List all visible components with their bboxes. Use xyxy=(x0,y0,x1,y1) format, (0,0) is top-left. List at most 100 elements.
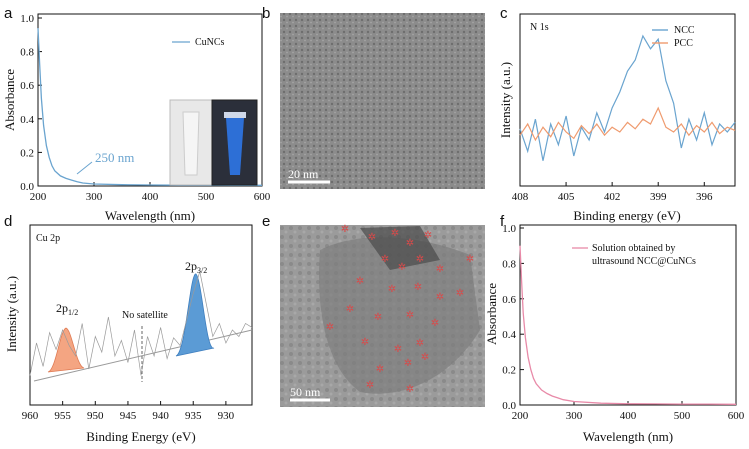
panel-d-xtick-label: 935 xyxy=(185,410,202,422)
panel-a-xtick-label: 200 xyxy=(30,191,47,203)
panel-d-xtick-label: 940 xyxy=(152,410,169,422)
panel-a-ytick-label: 0.6 xyxy=(20,80,34,92)
panel-c-frame xyxy=(519,13,736,187)
panel-c-series-pcc xyxy=(519,106,736,142)
panel-d-xtick-label: 930 xyxy=(218,410,235,422)
particle-marker: ✲ xyxy=(368,232,376,243)
particle-marker: ✲ xyxy=(374,312,382,323)
vial-daylight-shape xyxy=(182,111,200,176)
panel-label-a: a xyxy=(4,5,13,22)
particle-marker: ✲ xyxy=(346,304,354,315)
particle-marker: ✲ xyxy=(366,380,374,391)
panel-f-ytick-label: 0.4 xyxy=(502,329,516,341)
panel-a-xtick-label: 600 xyxy=(254,191,271,203)
particle-marker: ✲ xyxy=(341,224,349,235)
panel-b-tem-image: 20 nm xyxy=(280,13,485,189)
panel-f-chart: 200 300 400 500 600 0.0 0.2 0.4 0.6 0.8 1.0 Soluti… xyxy=(484,223,745,444)
particle-marker: ✲ xyxy=(404,358,412,369)
panel-c-xtick-label: 408 xyxy=(512,191,529,203)
tem-e-sheet xyxy=(319,237,480,394)
panel-f-legend-line2: ultrasound NCC@CuNCs xyxy=(592,256,696,267)
panel-d-title: Cu 2p xyxy=(36,233,60,244)
particle-marker: ✲ xyxy=(436,292,444,303)
particle-marker: ✲ xyxy=(406,238,414,249)
panel-c-title: N 1s xyxy=(530,22,549,33)
panel-a-xtick-label: 300 xyxy=(86,191,103,203)
panel-c-xtick-label: 399 xyxy=(650,191,667,203)
panel-a-ytick-label: 0.0 xyxy=(20,181,34,193)
tem-image-b xyxy=(280,13,485,189)
panel-f-series-line xyxy=(519,245,737,405)
panel-f-ytick-label: 0.8 xyxy=(502,258,516,270)
panel-d-xlabel: Binding Energy (eV) xyxy=(86,429,196,444)
panel-a-ytick-label: 1.0 xyxy=(20,13,34,25)
panel-f-ytick-label: 0.0 xyxy=(502,400,516,412)
panel-f-xlabel: Wavelength (nm) xyxy=(583,429,673,444)
panel-f-xtick-label: 500 xyxy=(674,410,691,422)
particle-marker: ✲ xyxy=(388,284,396,295)
panel-a-ytick-label: 0.8 xyxy=(20,47,34,59)
panel-c-ylabel: Intensity (a.u.) xyxy=(498,62,513,138)
panel-c-legend-ncc: NCC xyxy=(674,25,695,36)
particle-marker: ✲ xyxy=(431,318,439,329)
vial-uv-shape xyxy=(226,118,244,175)
panel-d-ylabel: Intensity (a.u.) xyxy=(4,276,19,352)
particle-marker: ✲ xyxy=(406,310,414,321)
panel-label-c: c xyxy=(500,5,508,22)
particle-marker: ✲ xyxy=(361,337,369,348)
panel-a-ytick-label: 0.2 xyxy=(20,147,34,159)
particle-marker: ✲ xyxy=(406,384,414,395)
panel-a-xtick-label: 500 xyxy=(198,191,215,203)
panel-a-annotation: 250 nm xyxy=(95,150,134,165)
particle-marker: ✲ xyxy=(381,254,389,265)
panel-c-xtick-label: 396 xyxy=(696,191,713,203)
panel-a-xtick-label: 400 xyxy=(142,191,159,203)
panel-d-xtick-label: 945 xyxy=(120,410,137,422)
panel-a-ylabel: Absorbance xyxy=(2,69,17,131)
vial-uv-cap xyxy=(224,112,246,118)
panel-label-b: b xyxy=(262,5,270,22)
panel-f-xtick-label: 400 xyxy=(620,410,637,422)
panel-e-scale-label: 50 nm xyxy=(290,385,321,399)
panel-d-xtick-label: 955 xyxy=(54,410,71,422)
particle-marker: ✲ xyxy=(424,230,432,241)
panel-d-xtick-label: 950 xyxy=(87,410,104,422)
panel-f-xtick-label: 200 xyxy=(512,410,529,422)
panel-b-scale-label: 20 nm xyxy=(288,167,319,181)
particle-marker: ✲ xyxy=(436,264,444,275)
panel-d-xtick-label: 960 xyxy=(22,410,39,422)
particle-marker: ✲ xyxy=(421,352,429,363)
particle-marker: ✲ xyxy=(456,288,464,299)
particle-marker: ✲ xyxy=(376,364,384,375)
panel-c-xlabel: Binding energy (eV) xyxy=(573,208,680,223)
particle-marker: ✲ xyxy=(414,282,422,293)
panel-a-annotation-arrow xyxy=(76,161,93,175)
panel-d-no-satellite: No satellite xyxy=(122,310,168,321)
panel-c-series-ncc xyxy=(519,34,736,161)
panel-label-e: e xyxy=(262,213,270,230)
particle-marker: ✲ xyxy=(356,276,364,287)
panel-d-chart: Cu 2p 960 955 950 945 940 935 930 No satellite… xyxy=(4,224,253,444)
panel-c-xtick-label: 402 xyxy=(604,191,621,203)
tem-e-dark-region xyxy=(360,226,440,270)
panel-a-xlabel: Wavelength (nm) xyxy=(105,208,195,223)
panel-d-label-2p32: 2p3/2 xyxy=(185,259,207,275)
particle-marker: ✲ xyxy=(391,228,399,239)
particle-marker: ✲ xyxy=(416,338,424,349)
panel-label-d: d xyxy=(4,213,12,230)
panel-label-f: f xyxy=(500,213,505,230)
panel-d-label-2p12: 2p1/2 xyxy=(56,301,78,317)
panel-c-xtick-label: 405 xyxy=(558,191,575,203)
panel-f-ytick-label: 0.2 xyxy=(502,365,516,377)
panel-d-peak-2p32 xyxy=(175,273,215,357)
particle-marker: ✲ xyxy=(466,254,474,265)
panel-a-ytick-label: 0.4 xyxy=(20,114,34,126)
panel-e-tem-image: ✲✲ ✲✲✲✲✲✲✲✲✲ ✲✲ ✲✲✲ ✲✲✲✲✲✲✲✲✲✲✲ ✲ 50 nm xyxy=(280,224,485,407)
panel-f-xtick-label: 300 xyxy=(566,410,583,422)
particle-marker: ✲ xyxy=(326,322,334,333)
panel-f-ylabel: Absorbance xyxy=(484,283,499,345)
panel-a-legend-label: CuNCs xyxy=(195,37,225,48)
panel-f-ytick-label: 1.0 xyxy=(502,223,516,235)
